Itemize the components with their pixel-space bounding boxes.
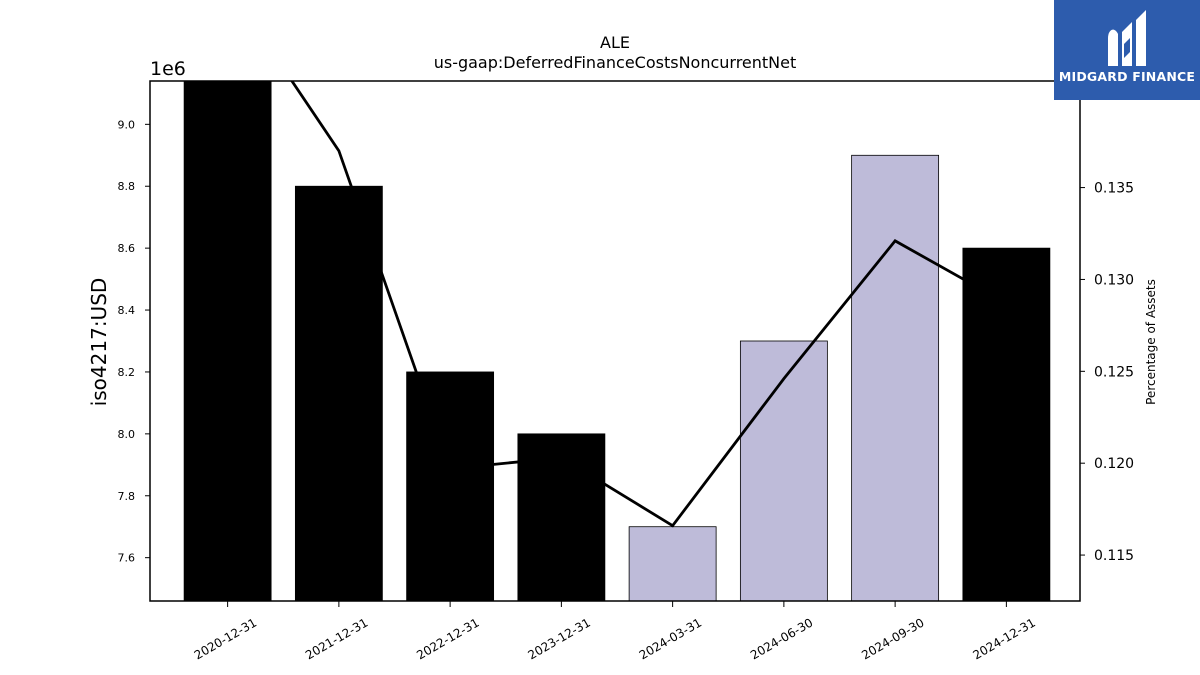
- bar: [406, 371, 495, 601]
- bar: [183, 81, 272, 601]
- y-tick-label: 9.0: [118, 118, 136, 131]
- bar: [294, 185, 383, 601]
- y-axis-label: iso4217:USD: [87, 278, 111, 407]
- x-tick-label: 2022-12-31: [414, 615, 481, 662]
- x-tick-label: 2023-12-31: [525, 615, 592, 662]
- y-tick-label: 7.8: [118, 490, 136, 503]
- x-tick-label: 2021-12-31: [303, 615, 370, 662]
- percentage-line: [290, 81, 1008, 528]
- y-tick-label: 8.2: [118, 366, 136, 379]
- brand-logo: MIDGARD FINANCE: [1054, 0, 1200, 100]
- brand-name: MIDGARD FINANCE: [1058, 69, 1196, 84]
- y2-axis-label: Percentage of Assets: [1144, 279, 1158, 405]
- y2-tick-label: 0.135: [1094, 181, 1134, 197]
- x-tick-label: 2024-06-30: [748, 615, 815, 662]
- y-offset-label: 1e6: [150, 58, 186, 80]
- plot-frame: [149, 80, 1081, 602]
- y-tick-label: 8.0: [118, 428, 136, 441]
- bars-layer: [183, 81, 1051, 601]
- y-tick-label: 8.4: [118, 304, 136, 317]
- y-tick-label: 8.6: [118, 242, 136, 255]
- line-layer: [290, 81, 1008, 528]
- y2-tick-label: 0.115: [1094, 548, 1134, 564]
- midgard-logo-icon: [1108, 10, 1146, 66]
- bar: [628, 526, 717, 601]
- bar: [962, 247, 1051, 601]
- x-tick-label: 2020-12-31: [192, 615, 259, 662]
- bar: [851, 154, 940, 601]
- bar: [739, 340, 828, 601]
- chart-subtitle: us-gaap:DeferredFinanceCostsNoncurrentNe…: [434, 53, 797, 72]
- y-tick-label: 8.8: [118, 180, 136, 193]
- y-tick-label: 7.6: [118, 552, 136, 565]
- y2-tick-label: 0.130: [1094, 272, 1134, 288]
- x-tick-label: 2024-12-31: [970, 615, 1037, 662]
- y2-tick-label: 0.125: [1094, 364, 1134, 380]
- x-tick-label: 2024-03-31: [637, 615, 704, 662]
- y2-tick-label: 0.120: [1094, 456, 1134, 472]
- x-tick-label: 2024-09-30: [859, 615, 926, 662]
- chart-title: ALE: [600, 33, 630, 52]
